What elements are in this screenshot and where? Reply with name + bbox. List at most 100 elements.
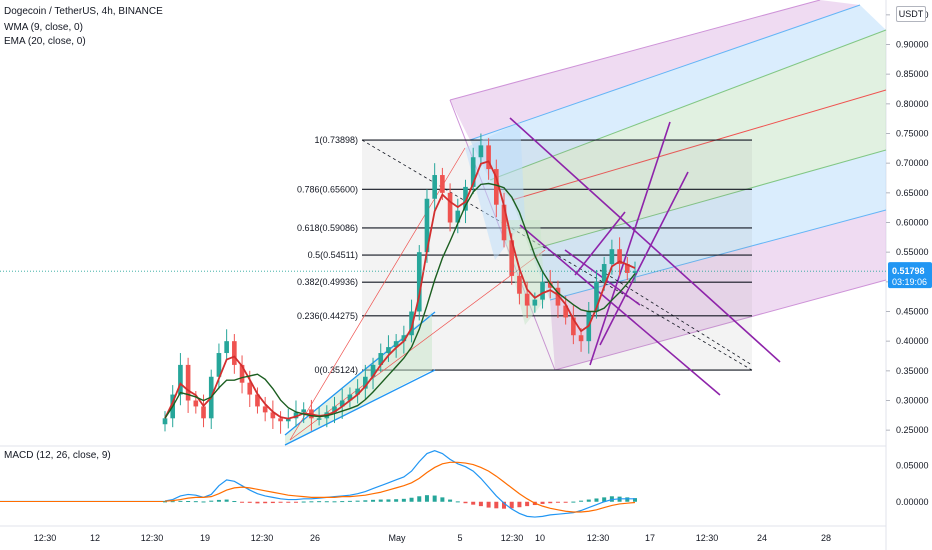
- macd-histogram-bar: [163, 501, 167, 503]
- macd-histogram-bar: [286, 501, 291, 503]
- price-tick-label: 0.25000: [896, 425, 929, 435]
- fib-level-label: 0.786(0.65600): [297, 184, 358, 194]
- macd-histogram-bar: [571, 501, 576, 503]
- candle-body: [370, 364, 376, 377]
- macd-histogram-bar: [317, 501, 322, 503]
- macd-histogram-bar: [201, 501, 206, 503]
- time-tick-label: 12:30: [501, 533, 524, 543]
- time-tick-label: 12:30: [34, 533, 57, 543]
- candle-body: [301, 409, 306, 413]
- fib-level-label: 0.618(0.59086): [297, 223, 358, 233]
- candle-body: [632, 271, 638, 273]
- macd-histogram-bar: [324, 501, 329, 503]
- symbol-legend[interactable]: Dogecoin / TetherUS, 4h, BINANCE: [4, 6, 163, 18]
- macd-histogram-bar: [486, 501, 491, 508]
- pitchfork-line: [554, 279, 887, 371]
- candle-body: [486, 145, 491, 170]
- fib-level-label: 0.236(0.44275): [297, 311, 358, 321]
- candle-body: [501, 204, 507, 241]
- signal-line: [164, 461, 636, 513]
- fib-level-label: 0(0.35124): [314, 365, 358, 375]
- currency-button[interactable]: USDT: [896, 6, 926, 22]
- candle-body: [278, 418, 283, 422]
- candle-body: [232, 341, 237, 365]
- candle-body: [409, 311, 414, 336]
- candle-body: [339, 400, 345, 407]
- candle-body: [594, 281, 599, 312]
- macd-histogram-bar: [409, 497, 414, 502]
- candle-body: [178, 364, 183, 395]
- wma-legend[interactable]: WMA (9, close, 0): [4, 22, 83, 34]
- price-tick-label: 0.75000: [896, 129, 929, 139]
- time-tick-label: 12:30: [587, 533, 610, 543]
- ema-line: [164, 182, 636, 419]
- candle-body: [262, 406, 268, 413]
- candle-body: [494, 169, 499, 205]
- time-tick-label: 19: [200, 533, 210, 543]
- candle-body: [540, 281, 545, 300]
- macd-histogram-bar: [378, 499, 383, 502]
- macd-histogram-bar: [293, 501, 298, 503]
- symbol-title: Dogecoin / TetherUS, 4h, BINANCE: [4, 6, 163, 17]
- ema-label: EMA (20, close, 0): [4, 36, 86, 47]
- candle-body: [239, 364, 245, 383]
- macd-histogram-bar: [494, 501, 499, 509]
- macd-histogram-bar: [555, 501, 560, 503]
- macd-line: [164, 450, 635, 518]
- macd-histogram-bar: [240, 501, 245, 503]
- price-tick-label: 0.80000: [896, 99, 929, 109]
- candle-body: [509, 240, 515, 276]
- macd-histogram-bar: [309, 501, 314, 503]
- candle-body: [255, 394, 260, 407]
- macd-histogram-bar: [386, 499, 391, 502]
- candle-body: [432, 175, 437, 199]
- fib-level-label: 1(0.73898): [314, 135, 358, 145]
- candle-body: [185, 364, 191, 401]
- macd-histogram-bar: [263, 501, 268, 504]
- candle-body: [416, 252, 422, 312]
- candle-body: [293, 412, 299, 419]
- macd-histogram-bar: [478, 501, 483, 507]
- ema-legend[interactable]: EMA (20, close, 0): [4, 36, 86, 48]
- macd-tick-label: 0.00000: [896, 497, 929, 507]
- macd-histogram-bar: [548, 501, 553, 504]
- time-tick-label: 26: [310, 533, 320, 543]
- purple-trend-line: [599, 171, 689, 346]
- macd-histogram-bar: [301, 501, 306, 503]
- candle-body: [270, 412, 276, 419]
- candle-body: [201, 406, 206, 419]
- purple-trend-line: [574, 211, 626, 276]
- time-tick-label: 12:30: [696, 533, 719, 543]
- time-tick-label: May: [388, 533, 406, 543]
- macd-histogram-bar: [247, 501, 252, 503]
- purple-trend-line: [509, 117, 781, 363]
- macd-histogram-bar: [517, 501, 522, 508]
- macd-legend[interactable]: MACD (12, 26, close, 9): [4, 450, 111, 462]
- wma-label: WMA (9, close, 0): [4, 22, 83, 33]
- macd-histogram-bar: [170, 501, 175, 503]
- pitchfork-zone: [470, 5, 886, 180]
- pitchfork-zone: [550, 210, 886, 370]
- macd-histogram-bar: [186, 501, 191, 503]
- price-tick-label: 0.45000: [896, 307, 929, 317]
- candle-body: [386, 347, 391, 354]
- macd-histogram-bar: [586, 499, 591, 502]
- macd-histogram-bar: [432, 495, 437, 502]
- macd-histogram-bar: [594, 498, 599, 502]
- candle-body: [563, 305, 568, 318]
- candle-body: [363, 376, 368, 389]
- macd-histogram-bar: [332, 501, 337, 503]
- wma-line: [164, 160, 636, 420]
- candle-body: [478, 145, 484, 158]
- macd-histogram-bar: [347, 500, 352, 502]
- candle-body: [285, 418, 291, 422]
- macd-histogram-bar: [540, 501, 545, 504]
- purple-trend-line: [519, 224, 721, 396]
- macd-histogram-bar: [563, 501, 568, 503]
- pitchfork-zone: [512, 90, 886, 250]
- price-tick-label: 0.85000: [896, 69, 929, 79]
- candle-body: [162, 418, 168, 425]
- macd-histogram-bar: [209, 500, 214, 502]
- fib-level-label: 0.5(0.54511): [308, 250, 358, 260]
